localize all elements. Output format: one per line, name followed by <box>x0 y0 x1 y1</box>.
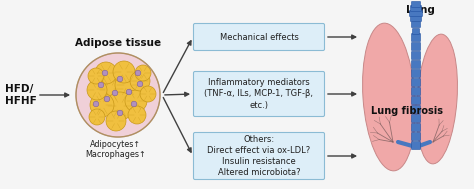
Ellipse shape <box>417 34 457 164</box>
FancyBboxPatch shape <box>411 33 420 42</box>
Circle shape <box>95 62 117 84</box>
FancyBboxPatch shape <box>411 43 420 50</box>
Circle shape <box>106 92 134 120</box>
Circle shape <box>90 93 114 117</box>
Circle shape <box>93 101 99 107</box>
Circle shape <box>106 111 126 131</box>
Text: Others:
Direct effect via ox-LDL?
Insulin resistance
Altered microbiota?: Others: Direct effect via ox-LDL? Insuli… <box>207 135 310 177</box>
Text: Mechanical effects: Mechanical effects <box>219 33 299 42</box>
FancyBboxPatch shape <box>412 29 419 35</box>
FancyBboxPatch shape <box>193 132 325 180</box>
FancyBboxPatch shape <box>410 11 422 16</box>
Circle shape <box>87 80 107 100</box>
FancyBboxPatch shape <box>410 15 421 22</box>
Circle shape <box>102 70 108 76</box>
Circle shape <box>98 82 104 88</box>
Circle shape <box>130 71 150 91</box>
Circle shape <box>135 65 151 81</box>
Circle shape <box>76 53 160 137</box>
Circle shape <box>112 90 118 96</box>
Circle shape <box>125 90 147 112</box>
FancyBboxPatch shape <box>193 71 325 116</box>
FancyBboxPatch shape <box>410 5 421 12</box>
Circle shape <box>135 70 141 76</box>
Circle shape <box>128 106 146 124</box>
FancyBboxPatch shape <box>411 70 420 77</box>
Circle shape <box>117 110 123 116</box>
FancyBboxPatch shape <box>411 60 420 68</box>
FancyBboxPatch shape <box>411 123 420 132</box>
Circle shape <box>113 61 135 83</box>
Circle shape <box>104 96 110 102</box>
FancyBboxPatch shape <box>411 132 420 140</box>
FancyBboxPatch shape <box>411 51 420 60</box>
FancyBboxPatch shape <box>411 115 420 122</box>
FancyBboxPatch shape <box>411 97 420 105</box>
FancyBboxPatch shape <box>411 142 420 149</box>
Text: Lung: Lung <box>406 5 435 15</box>
Circle shape <box>95 74 125 104</box>
Circle shape <box>115 72 141 98</box>
FancyBboxPatch shape <box>411 22 420 28</box>
Circle shape <box>117 76 123 82</box>
Circle shape <box>88 68 104 84</box>
Text: HFD/
HFHF: HFD/ HFHF <box>5 84 37 106</box>
Text: Adipocytes↑
Macrophages↑: Adipocytes↑ Macrophages↑ <box>86 140 146 159</box>
Ellipse shape <box>363 23 415 171</box>
FancyBboxPatch shape <box>411 2 420 8</box>
FancyBboxPatch shape <box>411 105 420 114</box>
FancyBboxPatch shape <box>411 88 420 95</box>
Circle shape <box>89 109 105 125</box>
FancyBboxPatch shape <box>193 23 325 50</box>
FancyBboxPatch shape <box>411 78 420 87</box>
Text: Lung fibrosis: Lung fibrosis <box>371 106 443 116</box>
Circle shape <box>137 81 143 87</box>
Circle shape <box>126 89 132 95</box>
Text: Inflammatory mediators
(TNF-α, ILs, MCP-1, TGF-β,
etc.): Inflammatory mediators (TNF-α, ILs, MCP-… <box>204 78 313 110</box>
Text: Adipose tissue: Adipose tissue <box>75 38 161 48</box>
Circle shape <box>140 86 156 102</box>
Circle shape <box>131 101 137 107</box>
